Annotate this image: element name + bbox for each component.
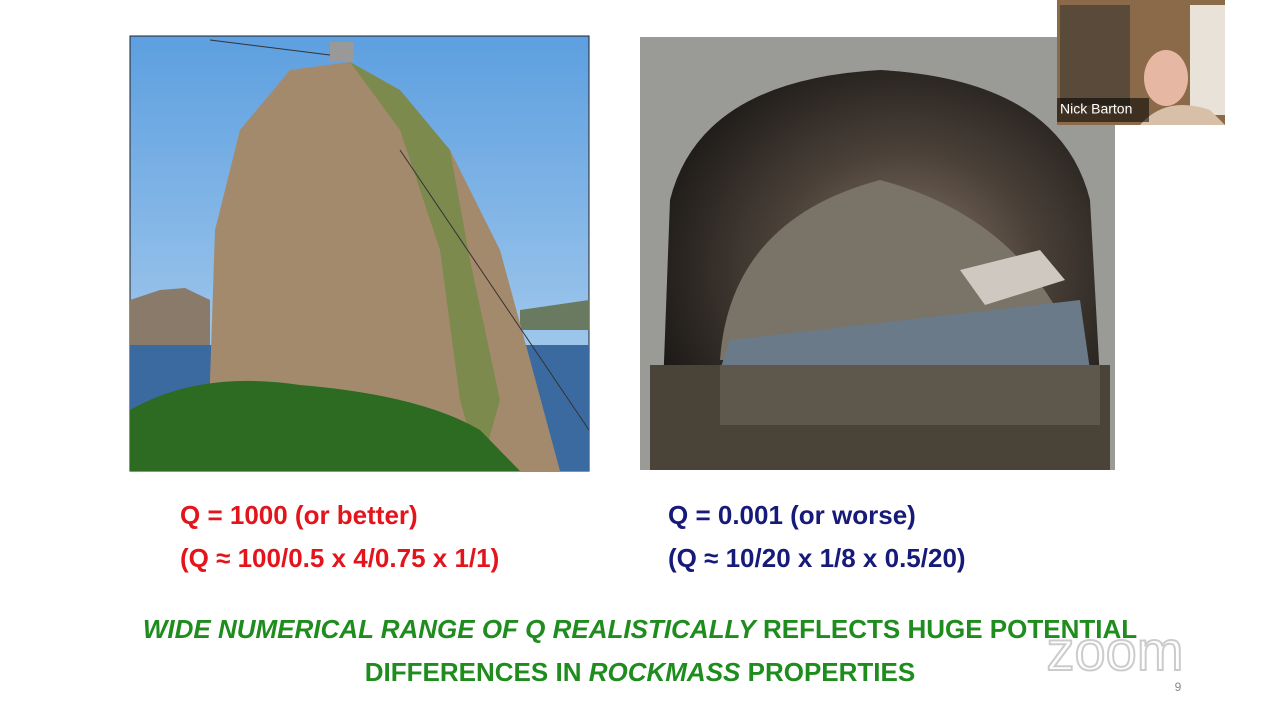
sugarloaf-photo	[129, 35, 590, 472]
caption-line: Q = 0.001 (or worse)	[668, 500, 916, 530]
caption-line: Q = 1000 (or better)	[180, 500, 418, 530]
conclusion-segment: REFLECTS HUGE POTENTIAL	[755, 614, 1138, 644]
conclusion: WIDE NUMERICAL RANGE OF Q REALISTICALLY …	[0, 608, 1280, 694]
caption-line: (Q ≈ 100/0.5 x 4/0.75 x 1/1)	[180, 543, 500, 573]
conclusion-line: WIDE NUMERICAL RANGE OF Q REALISTICALLY …	[0, 608, 1280, 651]
participant-name: Nick Barton	[1060, 101, 1132, 117]
conclusion-segment: ROCKMASS	[588, 657, 741, 687]
page-number: 9	[1175, 680, 1182, 694]
caption-line: (Q ≈ 10/20 x 1/8 x 0.5/20)	[668, 543, 966, 573]
conclusion-segment: DIFFERENCES IN	[364, 657, 589, 687]
webcam-video	[1057, 0, 1225, 125]
conclusion-segment: PROPERTIES	[740, 657, 916, 687]
right-caption: Q = 0.001 (or worse) (Q ≈ 10/20 x 1/8 x …	[668, 494, 966, 580]
tunnel-photo	[640, 37, 1115, 470]
zoom-watermark: zoom	[1047, 619, 1184, 682]
left-caption: Q = 1000 (or better) (Q ≈ 100/0.5 x 4/0.…	[180, 494, 499, 580]
conclusion-segment: WIDE NUMERICAL RANGE OF Q REALISTICALLY	[142, 614, 756, 644]
conclusion-line: DIFFERENCES IN ROCKMASS PROPERTIES	[0, 651, 1280, 694]
